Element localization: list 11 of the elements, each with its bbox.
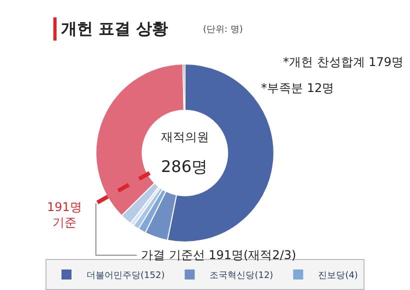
- text: 191명 기준: [47, 200, 82, 230]
- text: *개헌 찬성합계 179명: [283, 55, 404, 69]
- text: 286명: [161, 157, 208, 176]
- text: *부족분 12명: [261, 81, 334, 95]
- chart-title: 개헌 표결 상황: [61, 19, 168, 38]
- chart-subtitle: (단위: 명): [203, 25, 243, 35]
- legend-label: 진보당(4): [318, 271, 358, 282]
- text: 가결 기준선 191명(재적2/3): [141, 248, 296, 262]
- legend-label: 더불어민주당(152): [86, 271, 165, 282]
- text: 재적의원: [161, 130, 209, 144]
- legend-label: 조국혁신당(12): [210, 271, 274, 282]
